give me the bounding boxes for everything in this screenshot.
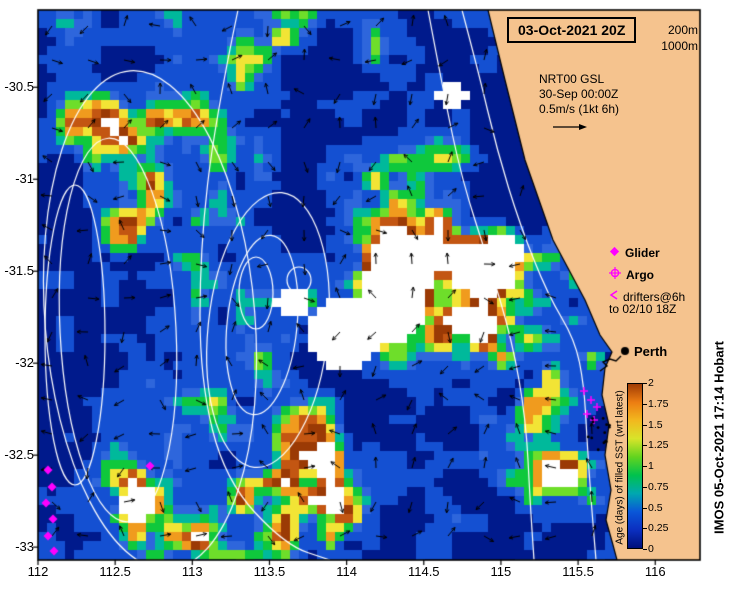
colorbar-tick-label: 1.75 — [648, 397, 669, 410]
colorbar-tick-label: 0.5 — [648, 501, 663, 514]
argo-float-icon — [609, 267, 621, 282]
x-tick-label: 112 — [27, 564, 49, 579]
observations-legend: Glider Argo drifters@6h to 02/10 18Z — [609, 246, 685, 316]
x-tick-label: 114.5 — [407, 564, 440, 579]
x-tick-label: 115.5 — [562, 564, 594, 579]
glider-diamond-icon — [609, 246, 620, 260]
date-title-box: 03-Oct-2021 20Z — [507, 17, 637, 43]
glider-label: Glider — [625, 246, 660, 260]
colorbar-tick-mark — [643, 486, 647, 488]
argo-legend-row: Argo — [609, 267, 685, 282]
colorbar — [627, 383, 643, 549]
colorbar-tick-mark — [643, 383, 647, 384]
date-title: 03-Oct-2021 20Z — [518, 22, 626, 38]
velocity-scale-arrow-icon — [553, 120, 619, 135]
y-tick-label: -32.5 — [4, 447, 34, 463]
depth-contour-legend: 200m 1000m — [644, 22, 698, 54]
velocity-key-line1: NRT00 GSL — [539, 72, 605, 86]
x-tick-label: 112.5 — [99, 564, 131, 579]
drifter-chevron-icon — [609, 289, 618, 304]
colorbar-tick-mark — [643, 528, 647, 530]
imos-watermark: IMOS 05-Oct-2021 17:14 Hobart — [711, 341, 727, 534]
y-tick-label: -30.5 — [4, 79, 34, 95]
x-tick-label: 115 — [490, 564, 512, 579]
velocity-key-line2: 30-Sep 00:00Z — [539, 87, 619, 101]
velocity-key-line3: 0.5m/s (1kt 6h) — [539, 102, 620, 116]
glider-legend-row: Glider — [609, 246, 685, 260]
y-tick-label: -31.5 — [4, 263, 34, 279]
colorbar-tick-mark — [643, 466, 647, 467]
y-tick-label: -33 — [15, 539, 34, 555]
drifters-label-line2: to 02/10 18Z — [609, 302, 677, 316]
colorbar-tick-label: 0.25 — [648, 522, 669, 535]
colorbar-tick-label: 2 — [648, 377, 654, 389]
colorbar-tick-mark — [643, 445, 647, 447]
perth-city-label: Perth — [634, 344, 668, 359]
colorbar-tick-label: 1.25 — [648, 439, 669, 452]
colorbar-tick-mark — [643, 549, 647, 550]
x-tick-label: 116 — [644, 564, 666, 579]
y-tick-label: -32 — [15, 355, 34, 371]
x-tick-label: 113.5 — [253, 564, 286, 579]
colorbar-tick-label: 1 — [648, 460, 654, 472]
argo-label: Argo — [626, 267, 654, 282]
colorbar-tick-label: 0 — [648, 543, 654, 555]
drifters-label-line1: drifters@6h — [623, 289, 686, 304]
colorbar-tick-label: 0.75 — [648, 480, 669, 493]
depth-1000m-label: 1000m — [661, 39, 698, 53]
y-tick-label: -31 — [15, 171, 34, 187]
depth-200m-label: 200m — [667, 23, 698, 37]
colorbar-tick-mark — [643, 403, 647, 405]
velocity-key: NRT00 GSL 30-Sep 00:00Z 0.5m/s (1kt 6h) — [539, 72, 619, 135]
colorbar-tick-mark — [643, 507, 647, 509]
colorbar-tick-mark — [643, 424, 647, 426]
colorbar-tick-label: 1.5 — [648, 418, 663, 431]
drifters-legend-row: drifters@6h — [609, 289, 685, 304]
x-tick-label: 114 — [336, 564, 357, 579]
colorbar-axis-label: Age (days) of filled SST (wrt latest) — [614, 390, 626, 545]
x-tick-label: 113 — [181, 564, 203, 579]
